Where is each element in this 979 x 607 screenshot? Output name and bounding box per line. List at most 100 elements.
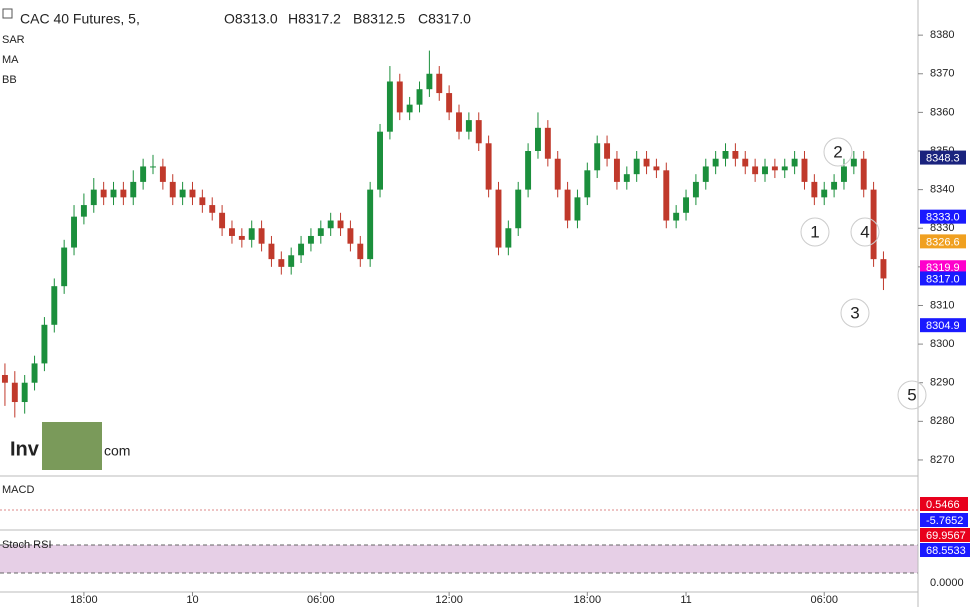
candle-body: [347, 228, 354, 244]
macd-tag-label: -5.7652: [926, 515, 963, 527]
candle-body: [189, 189, 196, 198]
watermark-text: com: [104, 443, 130, 459]
candle-body: [841, 166, 847, 182]
candle-body: [219, 212, 226, 229]
candle-body: [248, 228, 255, 240]
price-tag-label: 8317.0: [926, 273, 960, 285]
x-tick-label: 12:00: [435, 594, 463, 606]
candle-body: [643, 158, 650, 167]
candle-body: [613, 158, 620, 182]
candle-body: [71, 216, 77, 248]
candle-body: [683, 197, 689, 213]
price-tag: [920, 318, 966, 333]
price-tag: [920, 150, 966, 165]
y-tick-label: 8330: [930, 222, 954, 234]
indicator-label[interactable]: BB: [2, 74, 17, 86]
candle-body: [633, 158, 640, 175]
candle-body: [436, 73, 443, 94]
macd-tag: [920, 513, 968, 527]
candle-body: [653, 166, 660, 171]
candle-body: [762, 166, 768, 175]
ohlc-close: C8317.0: [418, 11, 471, 27]
rsi-tag: [920, 528, 970, 542]
ohlc-open: O8313.0: [224, 11, 278, 27]
annotation: 3: [850, 303, 859, 322]
annotation: 4: [860, 222, 869, 241]
candle-body: [623, 174, 630, 182]
rsi-tag-label: 68.5533: [926, 545, 966, 557]
candle-body: [831, 181, 838, 190]
candle-body: [130, 181, 137, 198]
candle-body: [535, 127, 541, 152]
candle-body: [31, 363, 38, 383]
candle-body: [456, 112, 462, 132]
candle-body: [525, 151, 532, 190]
candle-body: [11, 382, 18, 403]
candle-body: [722, 151, 729, 159]
collapse-icon[interactable]: [2, 8, 13, 19]
candle-body: [475, 120, 482, 144]
x-tick-label: 10: [186, 594, 198, 606]
annotation-circle: [823, 137, 853, 167]
rsi-tag: [920, 543, 970, 557]
candle-body: [673, 212, 680, 221]
candle-body: [169, 181, 176, 198]
ohlc-bid: B8312.5: [353, 11, 405, 27]
price-tag-label: 8333.0: [926, 212, 960, 224]
candle-body: [1, 374, 8, 383]
candle-body: [495, 189, 502, 248]
y-tick-label: 8380: [930, 29, 954, 41]
annotation-circle: [850, 217, 880, 247]
candle-body: [801, 158, 808, 182]
rsi-label: Stoch RSI: [2, 539, 52, 551]
macd-label: MACD: [2, 484, 34, 496]
y-tick-label: 8300: [930, 338, 954, 350]
x-tick-label: 06:00: [810, 594, 838, 606]
y-tick-label: 8290: [930, 377, 954, 389]
candle-body: [307, 235, 314, 244]
candle-body: [51, 286, 58, 325]
candle-body: [199, 197, 206, 206]
candle-body: [288, 255, 295, 267]
candle-body: [238, 235, 245, 240]
candle-body: [544, 127, 551, 159]
candle-body: [41, 324, 48, 364]
candle-body: [771, 166, 778, 171]
candle-body: [850, 158, 857, 167]
indicator-label[interactable]: MA: [2, 54, 19, 66]
candle-body: [406, 104, 413, 113]
candle-body: [594, 143, 601, 171]
candle-body: [465, 120, 472, 132]
x-tick-label: 18:00: [70, 594, 98, 606]
candle-body: [702, 166, 709, 182]
candle-body: [742, 158, 749, 167]
candle-body: [110, 189, 117, 198]
candle-body: [416, 89, 423, 105]
candle-body: [229, 228, 235, 236]
candle-body: [367, 189, 374, 260]
candle-body: [791, 158, 798, 167]
candle-body: [258, 228, 265, 244]
candle-body: [574, 197, 581, 221]
indicator-label[interactable]: SAR: [2, 34, 25, 46]
candle-body: [90, 189, 97, 206]
macd-tag-label: 0.5466: [926, 499, 960, 511]
candle-body: [386, 81, 393, 132]
annotation: 1: [810, 222, 819, 241]
price-tag: [920, 260, 966, 275]
candle-body: [327, 220, 334, 229]
candle-body: [752, 166, 759, 175]
candle-body: [584, 170, 591, 198]
candle-body: [880, 259, 887, 279]
macd-tag: [920, 497, 968, 511]
candle-body: [485, 143, 492, 190]
candle-body: [278, 259, 285, 267]
y-tick-label: 8280: [930, 415, 954, 427]
candle-body: [505, 228, 512, 248]
price-tag-label: 8319.9: [926, 262, 960, 274]
annotation-circle: [840, 298, 870, 328]
rsi-tag-label: 69.9567: [926, 530, 966, 542]
price-tag: [920, 271, 966, 286]
candle-body: [140, 166, 147, 182]
ohlc-high: H8317.2: [288, 11, 341, 27]
